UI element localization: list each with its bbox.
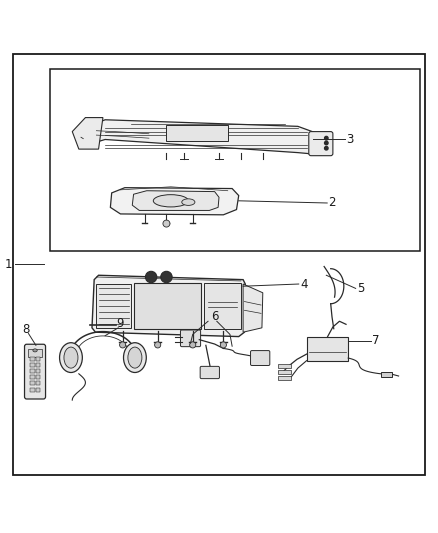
Bar <box>30 387 35 392</box>
Polygon shape <box>132 191 219 211</box>
Circle shape <box>161 271 172 282</box>
Bar <box>30 357 35 361</box>
Bar <box>30 363 35 367</box>
Circle shape <box>145 271 157 282</box>
Bar <box>30 382 35 385</box>
Bar <box>278 364 291 368</box>
Bar <box>50 69 420 251</box>
Ellipse shape <box>128 347 142 368</box>
Polygon shape <box>92 275 245 336</box>
Bar <box>36 363 40 367</box>
Circle shape <box>325 147 328 150</box>
Bar <box>278 370 291 374</box>
Text: 3: 3 <box>346 133 353 146</box>
FancyBboxPatch shape <box>25 344 46 399</box>
Text: 9: 9 <box>117 317 124 330</box>
Ellipse shape <box>64 347 78 368</box>
Circle shape <box>120 342 126 348</box>
FancyBboxPatch shape <box>200 366 219 378</box>
Text: 7: 7 <box>372 335 380 348</box>
Text: 6: 6 <box>211 310 219 324</box>
Ellipse shape <box>33 349 37 352</box>
Circle shape <box>325 136 328 140</box>
Text: 5: 5 <box>357 282 364 295</box>
FancyBboxPatch shape <box>309 132 333 156</box>
Polygon shape <box>72 118 103 149</box>
Circle shape <box>220 342 226 348</box>
Bar <box>96 284 131 328</box>
FancyBboxPatch shape <box>251 351 270 366</box>
Bar <box>36 382 40 385</box>
Bar <box>36 369 40 373</box>
Ellipse shape <box>60 343 82 373</box>
Bar <box>36 387 40 392</box>
Bar <box>28 349 42 358</box>
Polygon shape <box>83 120 322 155</box>
Bar <box>204 282 241 329</box>
Ellipse shape <box>124 343 146 373</box>
Polygon shape <box>110 188 239 215</box>
Circle shape <box>163 220 170 227</box>
Circle shape <box>190 342 196 348</box>
Bar <box>30 369 35 373</box>
Bar <box>36 375 40 379</box>
Bar <box>134 282 201 329</box>
Text: 4: 4 <box>300 278 307 290</box>
Circle shape <box>325 141 328 145</box>
Bar <box>307 336 348 361</box>
Ellipse shape <box>182 199 195 205</box>
Polygon shape <box>243 284 263 332</box>
Bar <box>166 125 228 141</box>
Bar <box>30 375 35 379</box>
Bar <box>36 357 40 361</box>
Text: 8: 8 <box>23 322 30 336</box>
Bar <box>278 376 291 381</box>
Ellipse shape <box>153 195 188 207</box>
FancyBboxPatch shape <box>180 330 201 346</box>
Bar <box>381 372 392 377</box>
Text: 1: 1 <box>5 258 13 271</box>
Circle shape <box>155 342 161 348</box>
Text: 2: 2 <box>328 197 336 209</box>
